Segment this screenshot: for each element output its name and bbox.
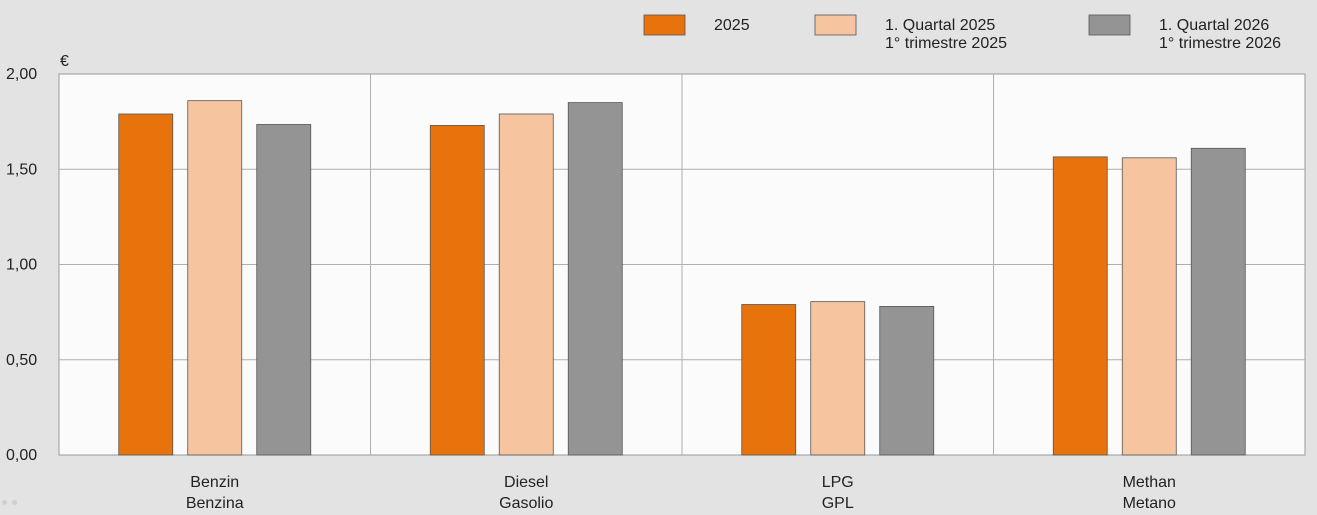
bar xyxy=(498,113,554,456)
x-tick-label: LPG xyxy=(822,474,854,491)
legend-label: 1. Quartal 2026 xyxy=(1159,17,1269,34)
y-tick-label: 1,00 xyxy=(6,257,37,274)
bar xyxy=(187,100,243,456)
x-axis-labels: Benzin Benzina Diesel Gasolio LPG GPL Methan Me… xyxy=(186,474,1176,512)
x-tick-label: Benzin xyxy=(190,474,239,491)
y-axis-ticks: 0,00 0,50 1,00 1,50 2,00 xyxy=(6,66,37,464)
bar xyxy=(1052,156,1108,456)
bar xyxy=(879,306,935,456)
decorative-dot xyxy=(12,500,17,505)
x-tick-label: Diesel xyxy=(504,474,548,491)
x-tick-label: GPL xyxy=(822,495,854,512)
bar xyxy=(1190,147,1246,456)
legend-label: 1° trimestre 2026 xyxy=(1159,35,1281,52)
bar xyxy=(118,113,174,456)
bar xyxy=(567,102,623,456)
bar xyxy=(1121,157,1177,456)
legend-label: 1° trimestre 2025 xyxy=(885,35,1007,52)
y-tick-label: 0,00 xyxy=(6,447,37,464)
legend-swatch xyxy=(643,14,686,36)
legend-swatch xyxy=(814,14,857,36)
x-tick-label: Methan xyxy=(1123,474,1176,491)
bar xyxy=(256,124,312,456)
bar xyxy=(429,125,485,456)
legend-label: 2025 xyxy=(714,17,750,34)
x-tick-label: Benzina xyxy=(186,495,244,512)
y-tick-label: 2,00 xyxy=(6,66,37,83)
legend-label: 1. Quartal 2025 xyxy=(885,17,995,34)
y-tick-label: 0,50 xyxy=(6,352,37,369)
x-tick-label: Gasolio xyxy=(499,495,553,512)
x-tick-label: Metano xyxy=(1123,495,1176,512)
legend-swatch xyxy=(1088,14,1131,36)
y-axis-unit: € xyxy=(60,53,69,70)
bar xyxy=(810,301,866,456)
bars xyxy=(118,100,1246,456)
y-tick-label: 1,50 xyxy=(6,161,37,178)
decorative-dot xyxy=(2,500,7,505)
bar xyxy=(741,304,797,456)
